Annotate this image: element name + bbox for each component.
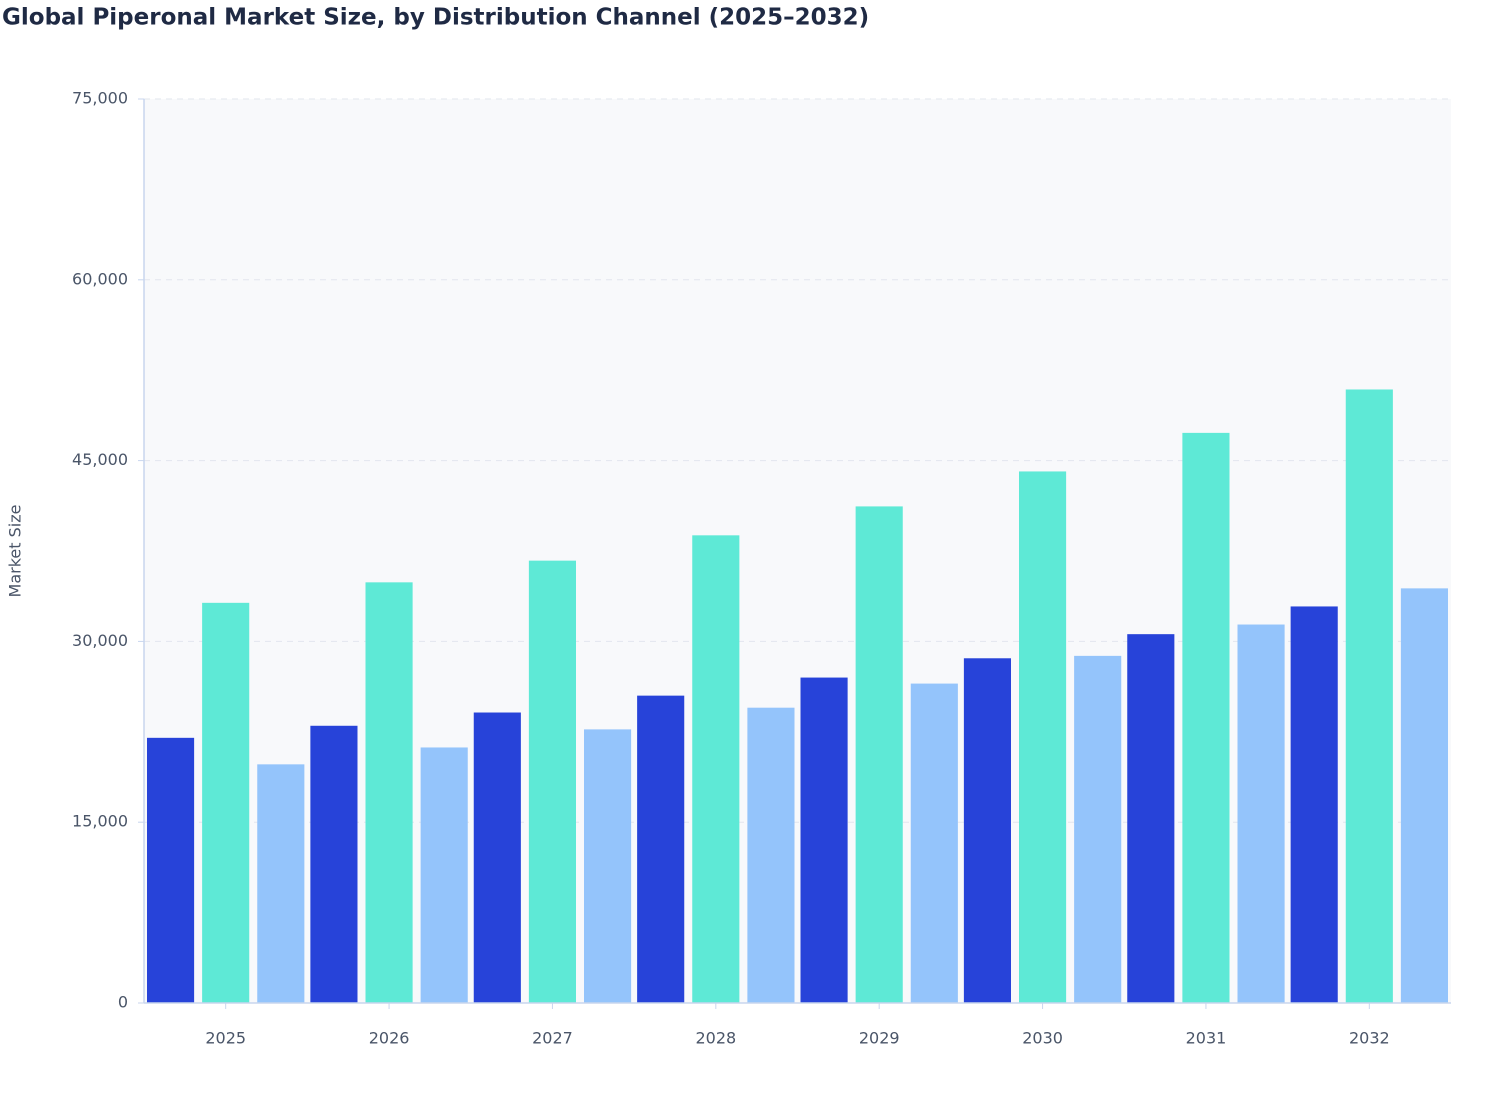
x-tick-label: 2025: [205, 1029, 246, 1048]
bar: [1400, 588, 1448, 1003]
bar: [692, 535, 740, 1003]
bar: [420, 747, 468, 1003]
plot-background: [144, 99, 1451, 1003]
bar: [584, 729, 632, 1003]
x-tick-label: 2028: [695, 1029, 736, 1048]
chart-title: Global Piperonal Market Size, by Distrib…: [2, 5, 869, 31]
y-tick-label: 75,000: [72, 89, 128, 108]
bar: [1019, 471, 1067, 1003]
y-tick-label: 0: [118, 993, 128, 1012]
y-tick-label: 30,000: [72, 631, 128, 650]
x-tick-label: 2031: [1186, 1029, 1227, 1048]
bar: [1345, 389, 1393, 1003]
bar: [1074, 655, 1122, 1003]
bar: [1237, 624, 1285, 1003]
bar: [310, 725, 358, 1003]
bar: [257, 764, 305, 1003]
bar: [528, 560, 576, 1003]
bar: [910, 683, 958, 1003]
x-tick-label: 2029: [859, 1029, 900, 1048]
bar: [747, 707, 795, 1003]
y-tick-label: 45,000: [72, 450, 128, 469]
bar: [147, 737, 195, 1003]
bar: [1127, 634, 1175, 1003]
bar: [202, 602, 250, 1003]
x-tick-label: 2030: [1022, 1029, 1063, 1048]
bar: [800, 677, 848, 1003]
bar: [1290, 606, 1338, 1003]
y-tick-label: 60,000: [72, 269, 128, 288]
bar: [637, 695, 685, 1003]
bar: [473, 712, 521, 1003]
x-tick-label: 2026: [369, 1029, 410, 1048]
bar: [1182, 432, 1230, 1003]
x-tick-label: 2027: [532, 1029, 573, 1048]
y-axis-title: Market Size: [6, 505, 25, 598]
x-tick-label: 2032: [1349, 1029, 1390, 1048]
bar: [855, 506, 903, 1003]
bar: [963, 658, 1011, 1003]
y-tick-label: 15,000: [72, 812, 128, 831]
bar: [365, 582, 413, 1003]
